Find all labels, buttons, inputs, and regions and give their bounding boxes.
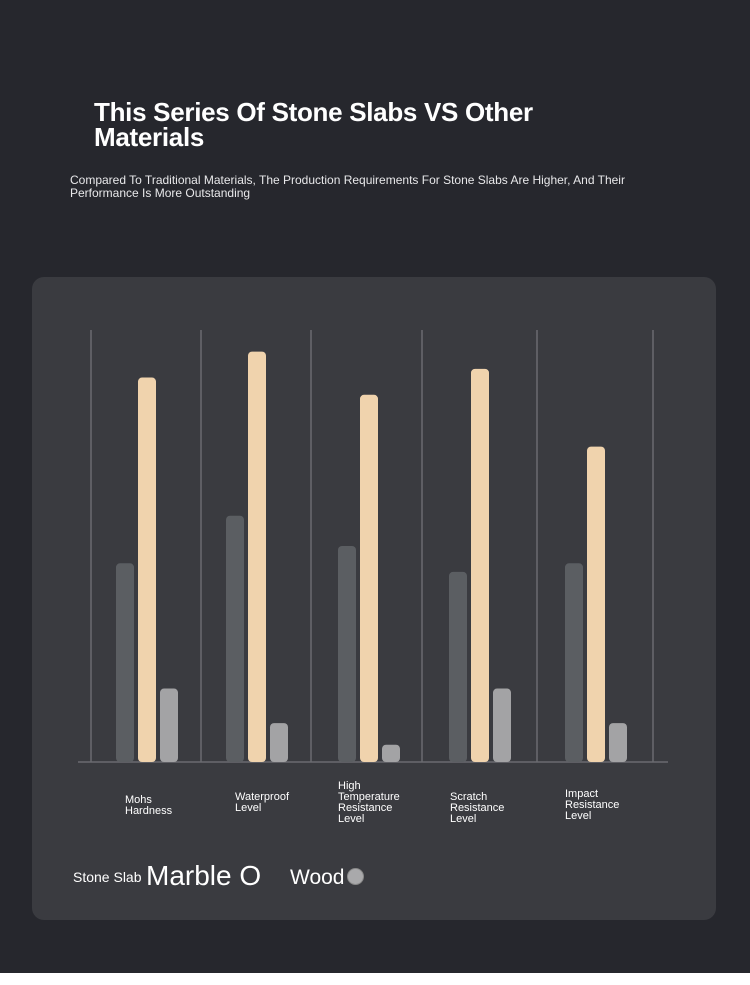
bar-stone-slab <box>248 351 266 762</box>
bar-stone-slab <box>587 446 605 762</box>
bar-stone-slab <box>471 368 489 762</box>
bar-marble <box>116 563 134 762</box>
legend-wood-swatch-icon <box>347 868 364 885</box>
bar-wood <box>493 688 511 762</box>
bar-wood <box>270 723 288 762</box>
bar-wood <box>160 688 178 762</box>
x-tick-label: Waterproof Level <box>235 791 290 814</box>
legend-marble: Marble O <box>146 860 262 891</box>
legend-wood: Wood <box>290 866 345 889</box>
bar-marble <box>449 571 467 762</box>
x-tick-label: Impact Resistance Level <box>565 788 620 822</box>
legend-stone-slab: Stone Slab <box>73 869 142 885</box>
page-subtitle: Compared To Traditional Materials, The P… <box>70 173 625 200</box>
bar-stone-slab <box>138 377 156 762</box>
x-tick-label: Mohs Hardness <box>125 794 173 817</box>
x-tick-label: High Temperature Resistance Level <box>338 780 400 825</box>
bar-marble <box>338 546 356 762</box>
bar-stone-slab <box>360 394 378 762</box>
bar-wood <box>382 744 400 762</box>
x-tick-label: Scratch Resistance Level <box>450 791 505 825</box>
bar-wood <box>609 723 627 762</box>
bar-marble <box>226 515 244 762</box>
bar-marble <box>565 563 583 762</box>
page-title: This Series Of Stone Slabs VS Other Mate… <box>94 97 533 152</box>
